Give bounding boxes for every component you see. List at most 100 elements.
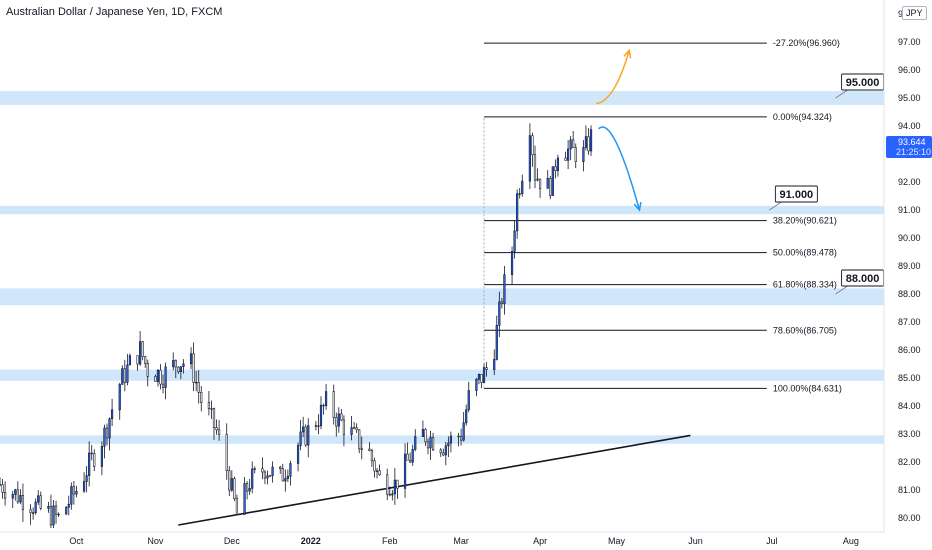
candle-body: [378, 470, 381, 476]
x-tick-label: Dec: [224, 536, 241, 546]
candle-body: [426, 441, 430, 449]
candle-body: [304, 426, 307, 446]
candle-body: [503, 274, 506, 304]
candle-body: [317, 425, 320, 427]
fib-level-label: 38.20%(90.621): [773, 216, 837, 226]
candle-body: [108, 418, 111, 439]
candle-body: [556, 157, 560, 171]
candle-body: [19, 495, 22, 503]
callout-pointer: [835, 89, 848, 99]
candle-body: [90, 452, 93, 455]
candle-body: [375, 470, 379, 472]
candle-body: [388, 493, 391, 496]
candle-body: [373, 460, 376, 472]
candle-body: [281, 468, 284, 482]
candle-body: [11, 494, 14, 499]
candle-body: [279, 466, 282, 470]
candle-body: [518, 193, 521, 195]
current-price: 93.644: [898, 137, 926, 147]
fib-level-label: 100.00%(84.631): [773, 383, 842, 393]
candle-body: [403, 453, 407, 489]
candle-body: [475, 378, 478, 391]
x-tick-label: Aug: [843, 536, 859, 546]
candle-body: [319, 404, 323, 427]
candle-body: [52, 505, 55, 526]
candle-body: [368, 448, 371, 452]
candle-body: [271, 466, 274, 476]
y-tick-label: 85.00: [898, 373, 921, 383]
candle-body: [105, 427, 109, 439]
candle-body: [289, 463, 292, 477]
y-tick-label: 88.00: [898, 289, 921, 299]
candle-body: [85, 475, 88, 482]
candle-body: [154, 376, 157, 382]
candle-body: [467, 390, 470, 411]
candle-body: [123, 368, 126, 383]
candle-body: [370, 450, 374, 462]
candle-body: [146, 363, 149, 377]
candle-body: [444, 445, 447, 456]
y-tick-label: 97.00: [898, 37, 921, 47]
candle-body: [353, 427, 356, 429]
candle-body: [230, 478, 233, 491]
candle-body: [350, 427, 353, 435]
candle-body: [88, 452, 91, 476]
candle-body: [126, 364, 129, 383]
candle-body: [324, 391, 328, 407]
bar-countdown: 21:25:10: [896, 147, 931, 157]
candle-body: [510, 251, 514, 275]
candle-body: [110, 409, 114, 419]
y-tick-label: 82.00: [898, 457, 921, 467]
candle-body: [72, 486, 75, 495]
candle-body: [93, 453, 96, 467]
candle-body: [414, 436, 417, 450]
bullish-projection-arrow-head: [623, 48, 632, 59]
callout-label: 88.000: [846, 273, 880, 285]
candle-body: [531, 135, 534, 156]
candle-body: [136, 355, 139, 365]
x-tick-label: 2022: [301, 536, 321, 546]
candle-body: [21, 495, 25, 511]
candle-body: [498, 301, 501, 326]
candle-body: [411, 449, 414, 463]
callout-label: 91.000: [780, 189, 814, 201]
x-tick-label: Jul: [766, 536, 778, 546]
y-tick-label: 92.00: [898, 177, 921, 187]
fib-level-label: -27.20%(96.960): [773, 38, 840, 48]
bearish-projection-arrow-head: [633, 201, 642, 212]
candle-body: [286, 475, 289, 479]
currency-badge[interactable]: JPY: [902, 6, 927, 20]
candle-body: [3, 492, 7, 499]
candle-body: [564, 157, 567, 161]
fib-level-label: 0.00%(94.324): [773, 112, 832, 122]
bullish-projection-arrow: [595, 50, 630, 105]
candle-body: [574, 147, 577, 162]
candle-body: [299, 431, 302, 446]
candle-body: [396, 479, 399, 489]
candle-body: [409, 459, 412, 463]
y-tick-label: 90.00: [898, 233, 921, 243]
candle-body: [70, 486, 73, 505]
candle-body: [207, 402, 210, 409]
candle-body: [144, 356, 147, 364]
candle-body: [554, 166, 557, 171]
support-zone: [0, 369, 884, 381]
candle-body: [39, 495, 42, 509]
candle-body: [589, 129, 593, 152]
support-zone: [0, 435, 884, 444]
candle-body: [192, 353, 195, 383]
candle-body: [37, 495, 40, 503]
candle-body: [233, 478, 236, 499]
y-tick-label: 96.00: [898, 65, 921, 75]
fib-retracement: -27.20%(96.960) 0.00%(94.324) 38.20%(90.62…: [483, 38, 842, 393]
candle-body: [567, 148, 570, 161]
candle-body: [118, 384, 121, 411]
candle-body: [493, 359, 496, 370]
x-tick-label: Jun: [688, 536, 703, 546]
y-tick-label: 81.00: [898, 485, 921, 495]
candle-body: [528, 135, 531, 182]
candle-body: [391, 493, 394, 496]
candle-body: [195, 381, 198, 384]
